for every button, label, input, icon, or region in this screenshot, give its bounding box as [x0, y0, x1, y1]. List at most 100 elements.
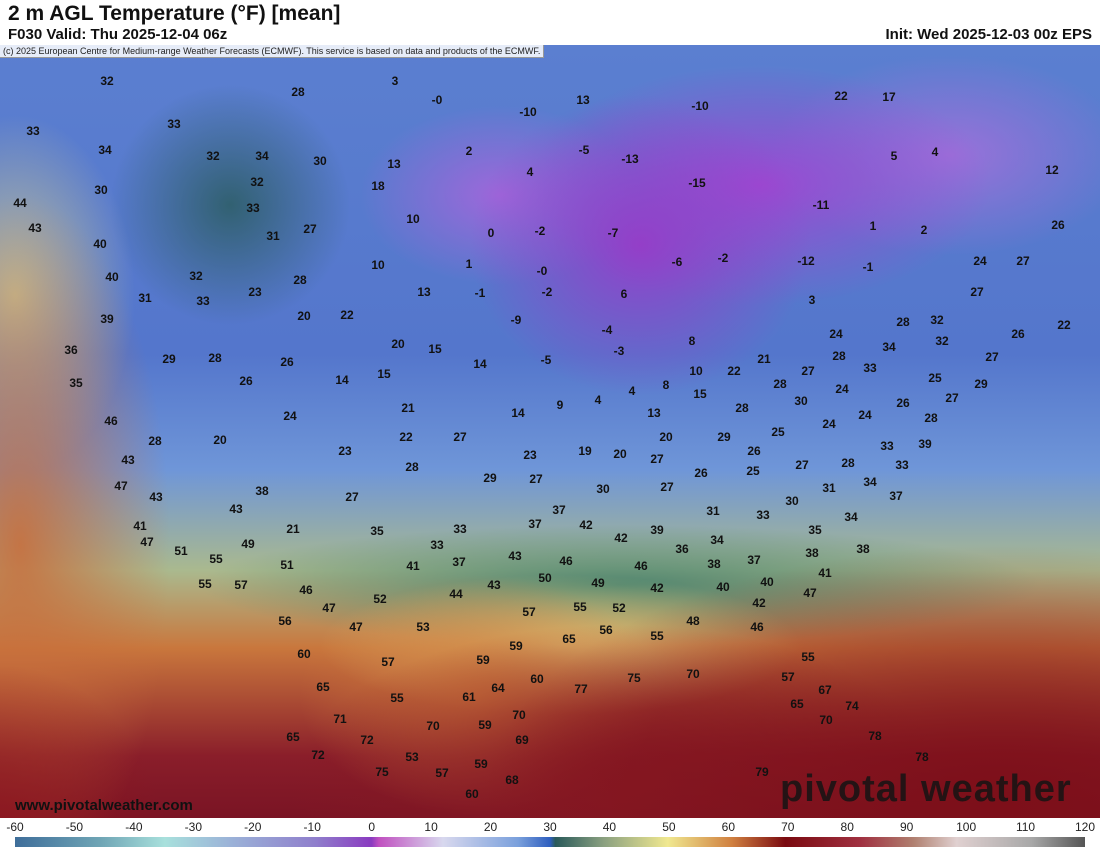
temperature-label: 23: [248, 285, 262, 299]
temperature-label: 27: [1016, 254, 1030, 268]
temperature-label: 34: [255, 149, 269, 163]
temperature-label: 10: [371, 258, 385, 272]
temperature-label: 29: [717, 430, 731, 444]
temperature-label: 53: [405, 750, 419, 764]
temperature-label: 13: [387, 157, 401, 171]
temperature-label: 67: [818, 683, 832, 697]
temperature-label: 79: [755, 765, 769, 779]
temperature-label: 26: [694, 466, 708, 480]
temperature-label: 38: [805, 546, 819, 560]
temperature-label: 42: [614, 531, 628, 545]
temperature-label: 46: [104, 414, 118, 428]
colorbar-tick-label: -60: [6, 820, 24, 834]
temperature-label: 57: [522, 605, 536, 619]
temperature-label: 24: [858, 408, 872, 422]
temperature-label: 29: [162, 352, 176, 366]
colorbar: -60 -50 -40 -30 -20 -10 0 10 20 30 40 50 60 70 80 90 100…: [0, 818, 1100, 850]
temperature-label: -2: [534, 224, 546, 238]
temperature-label: 43: [149, 490, 163, 504]
temperature-label: 55: [390, 691, 404, 705]
temperature-label: 60: [465, 787, 479, 801]
temperature-label: 60: [530, 672, 544, 686]
temperature-label: 43: [229, 502, 243, 516]
temperature-label: 4: [931, 145, 939, 159]
temperature-label: 74: [845, 699, 859, 713]
temperature-label: 28: [896, 315, 910, 329]
temperature-label: 30: [596, 482, 610, 496]
temperature-label: 37: [528, 517, 542, 531]
temperature-label: -5: [578, 143, 590, 157]
temperature-label: 42: [752, 596, 766, 610]
temperature-label: 72: [360, 733, 374, 747]
temperature-label: 25: [746, 464, 760, 478]
temperature-label: 3: [391, 74, 399, 88]
temperature-label: 5: [890, 149, 898, 163]
temperature-label: 35: [808, 523, 822, 537]
temperature-label: 42: [650, 581, 664, 595]
temperature-label: 39: [650, 523, 664, 537]
temperature-label: 30: [785, 494, 799, 508]
temperature-label: -2: [541, 285, 553, 299]
temperature-label: 34: [863, 475, 877, 489]
temperature-label: 39: [100, 312, 114, 326]
temperature-label: 13: [576, 93, 590, 107]
temperature-label: 28: [773, 377, 787, 391]
temperature-label: 6: [620, 287, 628, 301]
temperature-label: 51: [280, 558, 294, 572]
temperature-label: 46: [299, 583, 313, 597]
temperature-label: 47: [803, 586, 817, 600]
temperature-label: 61: [462, 690, 476, 704]
temperature-label: 31: [266, 229, 280, 243]
temperature-label: 18: [371, 179, 385, 193]
colorbar-tick-label: 120: [1074, 820, 1096, 834]
temperature-map[interactable]: 32 28 3 -0 13 -10 22 17 33 33 -10 34 32 34 30 13 2 -5 -13 5…: [0, 45, 1100, 818]
temperature-label: 28: [924, 411, 938, 425]
temperature-label: 39: [918, 437, 932, 451]
temperature-label: 60: [297, 647, 311, 661]
temperature-label: 55: [198, 577, 212, 591]
temperature-label: 4: [628, 384, 636, 398]
temperature-label: 34: [882, 340, 896, 354]
temperature-label: 32: [206, 149, 220, 163]
temperature-label: 46: [634, 559, 648, 573]
temperature-label: 42: [579, 518, 593, 532]
temperature-label: 70: [426, 719, 440, 733]
temperature-label: 27: [945, 391, 959, 405]
colorbar-tick-label: 50: [662, 820, 676, 834]
colorbar-tick-label: -10: [303, 820, 321, 834]
temperature-label: 35: [370, 524, 384, 538]
temperature-label: 32: [935, 334, 949, 348]
temperature-label: 43: [28, 221, 42, 235]
temperature-label: 30: [313, 154, 327, 168]
temperature-label: 59: [476, 653, 490, 667]
temperature-label: 52: [612, 601, 626, 615]
temperature-label: 56: [599, 623, 613, 637]
temperature-label: -3: [613, 344, 625, 358]
temperature-label: 70: [819, 713, 833, 727]
temperature-label: 20: [613, 447, 627, 461]
temperature-label: 21: [757, 352, 771, 366]
temperature-label: 20: [213, 433, 227, 447]
colorbar-tick-label: 90: [899, 820, 914, 834]
temperature-label: 41: [133, 519, 147, 533]
temperature-label: 41: [406, 559, 420, 573]
temperature-label: 22: [340, 308, 354, 322]
temperature-label: 26: [1011, 327, 1025, 341]
temperature-label: 33: [863, 361, 877, 375]
temperature-label: 68: [505, 773, 519, 787]
temperature-label: 20: [659, 430, 673, 444]
temperature-label: 0: [487, 226, 495, 240]
temperature-label: 47: [322, 601, 336, 615]
pivotal-weather-logo: pivotal weather: [780, 768, 1072, 810]
temperature-label: 28: [291, 85, 305, 99]
colorbar-tick-label: -40: [125, 820, 143, 834]
temperature-label: -5: [540, 353, 552, 367]
temperature-label: 33: [26, 124, 40, 138]
temperature-label: 33: [880, 439, 894, 453]
temperature-label: -0: [431, 93, 443, 107]
colorbar-tick-label: 10: [424, 820, 438, 834]
colorbar-tick-label: -50: [65, 820, 84, 834]
temperature-label: 33: [453, 522, 467, 536]
temperature-label: 47: [140, 535, 154, 549]
colorbar-tick-label: 20: [483, 820, 498, 834]
